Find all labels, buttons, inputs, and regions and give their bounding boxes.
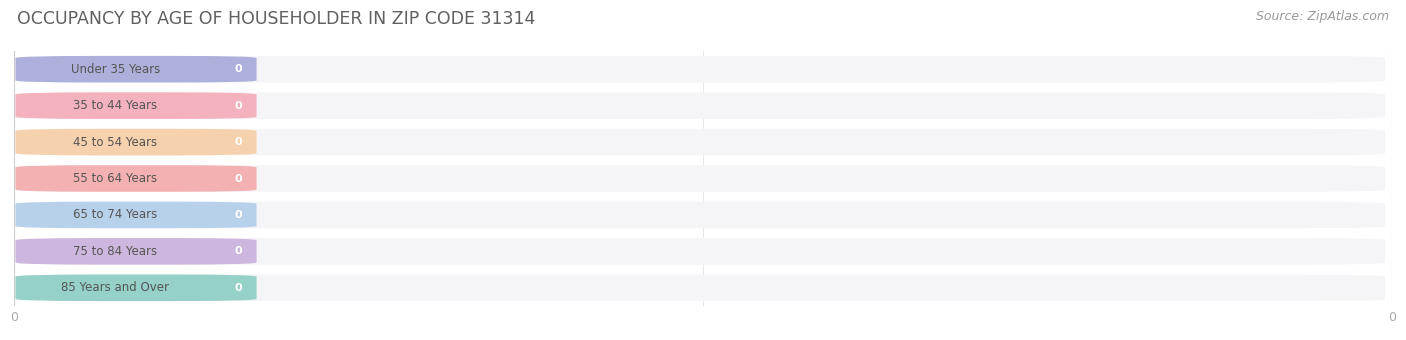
FancyBboxPatch shape <box>15 274 256 301</box>
FancyBboxPatch shape <box>15 56 256 83</box>
Text: 55 to 64 Years: 55 to 64 Years <box>73 172 157 185</box>
FancyBboxPatch shape <box>15 56 1385 83</box>
Text: 0: 0 <box>235 64 242 74</box>
FancyBboxPatch shape <box>15 129 1385 155</box>
Text: Under 35 Years: Under 35 Years <box>70 63 160 76</box>
Text: 45 to 54 Years: 45 to 54 Years <box>73 136 157 149</box>
Text: 0: 0 <box>235 210 242 220</box>
FancyBboxPatch shape <box>15 165 1385 192</box>
FancyBboxPatch shape <box>15 165 256 192</box>
FancyBboxPatch shape <box>15 129 256 155</box>
Text: 35 to 44 Years: 35 to 44 Years <box>73 99 157 112</box>
Text: 65 to 74 Years: 65 to 74 Years <box>73 208 157 221</box>
Text: 0: 0 <box>235 173 242 184</box>
FancyBboxPatch shape <box>15 238 256 265</box>
Text: 0: 0 <box>235 246 242 256</box>
FancyBboxPatch shape <box>15 202 1385 228</box>
FancyBboxPatch shape <box>15 92 256 119</box>
Text: 85 Years and Over: 85 Years and Over <box>62 281 169 294</box>
Text: 0: 0 <box>235 137 242 147</box>
Text: 0: 0 <box>235 101 242 111</box>
FancyBboxPatch shape <box>15 92 1385 119</box>
FancyBboxPatch shape <box>15 274 1385 301</box>
FancyBboxPatch shape <box>15 238 1385 265</box>
Text: 75 to 84 Years: 75 to 84 Years <box>73 245 157 258</box>
Text: Source: ZipAtlas.com: Source: ZipAtlas.com <box>1256 10 1389 23</box>
Text: OCCUPANCY BY AGE OF HOUSEHOLDER IN ZIP CODE 31314: OCCUPANCY BY AGE OF HOUSEHOLDER IN ZIP C… <box>17 10 536 28</box>
Text: 0: 0 <box>235 283 242 293</box>
FancyBboxPatch shape <box>15 202 256 228</box>
